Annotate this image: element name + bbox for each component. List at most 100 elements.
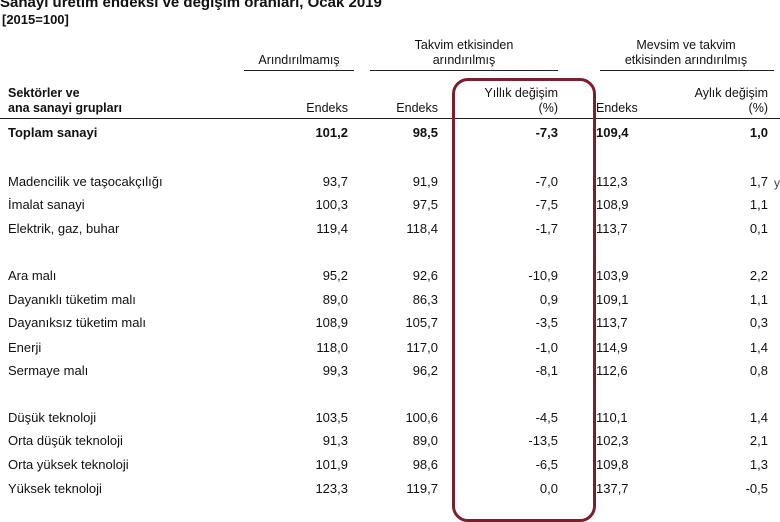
sector-header-line2: ana sanayi grupları [8,101,122,115]
row-label: Orta düşük teknoloji [8,433,123,448]
row-label: Ara malı [8,268,57,283]
edge-glyph: y [774,176,780,190]
cell-v5: 1,4 [749,410,768,425]
cell-v3: -4,5 [535,410,558,425]
cell-v5: 0,1 [749,221,768,236]
cell-v2: 117,0 [406,340,438,355]
row-label: Orta yüksek teknoloji [8,457,129,472]
col-header-monthly-change-line1: Aylık değişim [694,86,768,100]
cell-v4: 108,9 [596,197,629,212]
col-header-index-unadjusted: Endeks [306,101,348,115]
cell-v2: 97,5 [412,197,438,212]
group-header-unadjusted: Arındırılmamış [258,53,340,67]
row-label: Dayanıksız tüketim malı [8,315,146,330]
row-label: Enerji [8,340,42,355]
cell-v1: 101,2 [315,125,348,140]
cell-v5: 1,0 [749,125,768,140]
cell-v4: 103,9 [596,268,629,283]
cell-v5: 1,1 [749,197,768,212]
cell-v2: 91,9 [412,174,438,189]
cell-v4: 113,7 [596,315,628,330]
cell-v4: 112,6 [596,363,628,378]
cell-v4: 109,1 [596,292,629,307]
row-label: Düşük teknoloji [8,410,97,425]
row-label: Madencilik ve taşocakçılığı [8,174,163,189]
col-header-annual-change-line2: (%) [538,101,558,115]
cell-v4: 102,3 [596,433,629,448]
cell-v4: 114,9 [596,340,628,355]
row-label: Sermaye malı [8,363,89,378]
sector-header-line1: Sektörler ve [8,86,80,100]
cell-v3: -8,1 [535,363,558,378]
cell-v1: 99,3 [322,363,348,378]
group-header-seasonal-line2: etkisinden arındırılmış [624,53,748,67]
cell-v1: 101,9 [315,457,348,472]
table-title: Sanayi üretim endeksi ve değişim oranlar… [0,0,382,11]
cell-v1: 119,4 [316,221,348,236]
cell-v3: -10,9 [528,268,558,283]
cell-v4: 113,7 [596,221,628,236]
cell-v5: 1,3 [749,457,768,472]
cell-v3: -6,5 [535,457,558,472]
cell-v5: 0,3 [749,315,768,330]
cell-v1: 91,3 [322,433,348,448]
annual-change-highlight [452,78,596,522]
group-header-calendar-line2: arındırılmış [432,53,496,67]
cell-v1: 118,0 [316,340,348,355]
cell-v5: 2,2 [749,268,768,283]
cell-v3: 0,9 [539,292,558,307]
cell-v2: 92,6 [412,268,438,283]
cell-v4: 109,8 [596,457,629,472]
cell-v5: 1,4 [749,340,768,355]
cell-v5: 2,1 [749,433,768,448]
cell-v3: 0,0 [539,481,558,496]
cell-v3: -7,3 [535,125,558,140]
col-header-monthly-change-line2: (%) [748,101,768,115]
cell-v3: -1,7 [535,221,558,236]
cell-v1: 103,5 [315,410,348,425]
cell-v1: 93,7 [322,174,348,189]
cell-v2: 96,2 [412,363,438,378]
header-rule [0,118,780,119]
cell-v2: 98,5 [412,125,438,140]
row-label: İmalat sanayi [8,197,85,212]
cell-v4: 109,4 [596,125,629,140]
cell-v5: -0,5 [745,481,768,496]
cell-v2: 118,4 [406,221,438,236]
row-label: Elektrik, gaz, buhar [8,221,120,236]
row-label: Yüksek teknoloji [8,481,102,496]
cell-v1: 100,3 [315,197,348,212]
cell-v3: -13,5 [528,433,558,448]
cell-v1: 95,2 [322,268,348,283]
cell-v1: 123,3 [315,481,348,496]
cell-v1: 89,0 [322,292,348,307]
cell-v2: 119,7 [406,481,438,496]
cell-v2: 98,6 [412,457,438,472]
cell-v3: -7,0 [535,174,558,189]
cell-v2: 100,6 [405,410,438,425]
row-label: Dayanıklı tüketim malı [8,292,136,307]
col-header-annual-change-line1: Yıllık değişim [484,86,558,100]
cell-v5: 1,7 [749,174,768,189]
group-underline-unadjusted [244,70,354,71]
base-year-label: [2015=100] [2,12,69,27]
cell-v2: 105,7 [405,315,438,330]
cell-v2: 86,3 [412,292,438,307]
cell-v5: 0,8 [749,363,768,378]
group-header-calendar-line1: Takvim etkisinden [414,38,514,52]
cell-v4: 137,7 [596,481,629,496]
cell-v4: 110,1 [596,410,628,425]
group-underline-seasonal [600,70,774,71]
cell-v3: -7,5 [535,197,558,212]
group-underline-calendar [370,70,558,71]
col-header-index-calendar: Endeks [396,101,438,115]
group-header-seasonal-line1: Mevsim ve takvim [636,38,736,52]
cell-v3: -1,0 [535,340,558,355]
cell-v4: 112,3 [596,174,628,189]
col-header-index-seasonal: Endeks [596,101,638,115]
row-label: Toplam sanayi [8,125,98,140]
cell-v3: -3,5 [535,315,558,330]
cell-v2: 89,0 [412,433,438,448]
cell-v1: 108,9 [315,315,348,330]
cell-v5: 1,1 [749,292,768,307]
